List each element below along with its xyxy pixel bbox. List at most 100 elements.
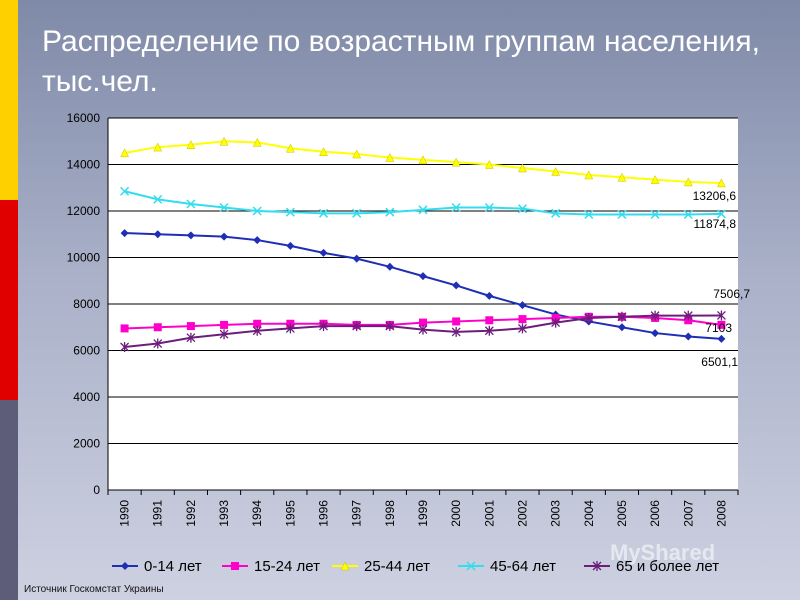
data-point <box>385 262 394 271</box>
data-point <box>617 209 627 220</box>
x-tick-label: 1999 <box>416 500 430 527</box>
data-point <box>651 329 660 338</box>
data-point <box>419 272 427 281</box>
data-point <box>517 204 528 214</box>
data-point <box>683 177 693 187</box>
data-point <box>252 137 262 147</box>
x-tick-label: 2008 <box>714 500 728 527</box>
y-tick-label: 10000 <box>67 251 101 265</box>
data-point <box>683 209 693 220</box>
data-point <box>418 205 428 215</box>
x-tick-label: 2006 <box>648 500 662 527</box>
data-point <box>717 320 726 329</box>
data-point <box>385 207 395 217</box>
y-tick-label: 16000 <box>67 111 101 125</box>
data-point <box>452 281 461 290</box>
data-point <box>186 231 195 240</box>
data-point <box>385 152 395 162</box>
data-label: 6501,1 <box>701 355 738 369</box>
y-tick-label: 14000 <box>67 158 101 172</box>
data-point <box>186 332 196 343</box>
x-tick-label: 1991 <box>151 500 165 527</box>
data-point <box>352 149 362 159</box>
data-point <box>120 342 130 353</box>
data-point <box>252 206 262 216</box>
data-point <box>120 229 129 238</box>
legend-label: 15-24 лет <box>254 558 320 575</box>
data-point <box>120 186 130 196</box>
data-point <box>153 230 162 239</box>
data-point <box>717 334 726 343</box>
x-tick-label: 2002 <box>515 500 529 527</box>
data-point <box>220 232 229 241</box>
data-point <box>120 148 129 158</box>
data-point <box>650 175 660 184</box>
data-point <box>219 202 229 213</box>
data-point <box>186 140 196 149</box>
x-tick-label: 1997 <box>350 500 364 527</box>
data-point <box>352 321 362 332</box>
data-point <box>319 147 328 156</box>
data-point <box>551 317 561 328</box>
data-point <box>485 316 494 325</box>
x-tick-label: 2004 <box>582 500 596 527</box>
y-tick-label: 12000 <box>67 204 101 218</box>
data-point <box>219 329 229 340</box>
data-point <box>286 241 295 250</box>
data-point <box>518 163 527 173</box>
data-point <box>551 166 561 176</box>
legend-marker <box>231 562 239 570</box>
y-tick-label: 8000 <box>73 297 100 311</box>
data-point <box>617 311 627 322</box>
data-point <box>252 325 262 336</box>
data-point <box>484 202 494 213</box>
data-point <box>120 324 129 333</box>
data-point <box>451 202 461 213</box>
watermark: MyShared <box>610 540 716 565</box>
x-tick-label: 2003 <box>549 500 563 527</box>
data-point <box>650 310 660 321</box>
data-point <box>684 332 693 341</box>
x-tick-label: 1994 <box>250 500 264 527</box>
data-point <box>484 325 494 336</box>
x-tick-label: 1998 <box>383 500 397 527</box>
x-tick-label: 2000 <box>449 500 463 527</box>
data-point <box>551 208 561 218</box>
data-point <box>419 318 427 327</box>
x-tick-label: 1993 <box>217 500 231 527</box>
data-point <box>451 326 461 337</box>
data-point <box>584 170 594 180</box>
data-point <box>484 159 494 169</box>
data-point <box>716 310 726 321</box>
data-point <box>518 323 527 334</box>
data-point <box>285 323 295 334</box>
data-point <box>452 317 461 326</box>
source-note: Источник Госкомстат Украины <box>24 584 164 595</box>
data-point <box>285 143 295 153</box>
data-label: 7506,7 <box>713 287 750 301</box>
x-tick-label: 1995 <box>283 500 297 527</box>
page-title: Распределение по возрастным группам насе… <box>42 25 761 98</box>
legend-label: 0-14 лет <box>144 558 202 575</box>
data-point <box>617 323 626 332</box>
data-point <box>186 199 196 209</box>
data-point <box>319 321 328 332</box>
legend-label: 65 и более лет <box>616 558 719 575</box>
data-point <box>153 142 163 152</box>
x-tick-label: 1992 <box>184 500 198 527</box>
y-tick-label: 6000 <box>73 344 100 358</box>
data-point <box>153 338 163 349</box>
data-point <box>153 194 163 204</box>
data-point <box>650 209 660 220</box>
data-point <box>717 178 726 188</box>
x-tick-label: 2001 <box>482 500 496 527</box>
data-point <box>716 209 726 219</box>
legend-label: 25-44 лет <box>364 558 430 575</box>
data-point <box>318 208 329 218</box>
y-tick-label: 0 <box>93 483 100 497</box>
data-point <box>285 207 295 217</box>
legend-marker <box>592 561 602 571</box>
data-point <box>584 209 594 220</box>
data-point <box>683 310 693 321</box>
data-point <box>253 319 262 328</box>
